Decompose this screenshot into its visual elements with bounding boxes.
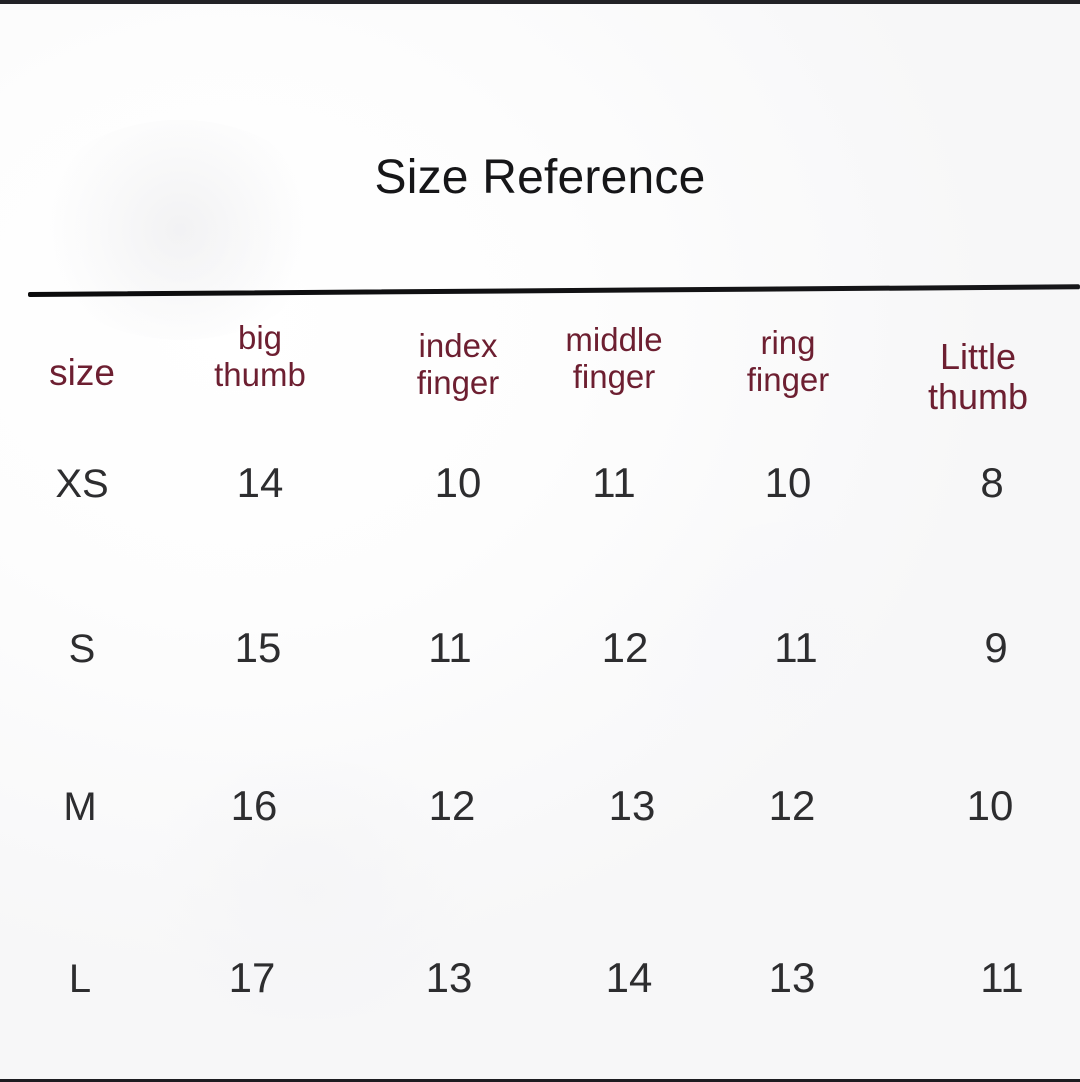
table-row: 10 bbox=[764, 459, 812, 506]
table-row: 11 bbox=[980, 954, 1024, 1001]
table-row: 10 bbox=[434, 459, 482, 506]
table-row: XS bbox=[55, 462, 109, 506]
table-row: 14 bbox=[605, 954, 653, 1001]
table-row: 11 bbox=[592, 459, 636, 506]
table-row: S bbox=[68, 627, 96, 671]
table-row: 10 bbox=[966, 782, 1014, 829]
column-header-big-thumb: big thumb bbox=[214, 319, 306, 393]
table-row: L bbox=[68, 957, 92, 1001]
table-row: 11 bbox=[428, 624, 472, 671]
column-header-size: size bbox=[49, 352, 115, 393]
column-header-index-finger: index finger bbox=[416, 327, 500, 401]
table-row: 13 bbox=[608, 782, 656, 829]
table-row: 12 bbox=[768, 782, 816, 829]
photo-edge-bottom bbox=[0, 1079, 1080, 1082]
table-row: 11 bbox=[774, 624, 818, 671]
table-row: 13 bbox=[768, 954, 816, 1001]
photo-edge-top bbox=[0, 0, 1080, 4]
column-header-little-thumb: Little thumb bbox=[927, 336, 1029, 418]
table-row: 14 bbox=[236, 459, 284, 506]
table-row: 12 bbox=[428, 782, 476, 829]
table-row: 15 bbox=[234, 624, 282, 671]
page-title: Size Reference bbox=[374, 151, 706, 204]
table-row: 8 bbox=[980, 459, 1004, 506]
table-row: 13 bbox=[425, 954, 473, 1001]
table-row: M bbox=[63, 785, 97, 829]
column-header-middle-finger: middle finger bbox=[565, 321, 663, 395]
table-row: 16 bbox=[230, 782, 278, 829]
table-row: 12 bbox=[601, 624, 649, 671]
table-row: 17 bbox=[228, 954, 276, 1001]
table-row: 9 bbox=[984, 624, 1008, 671]
column-header-ring-finger: ring finger bbox=[746, 324, 830, 398]
